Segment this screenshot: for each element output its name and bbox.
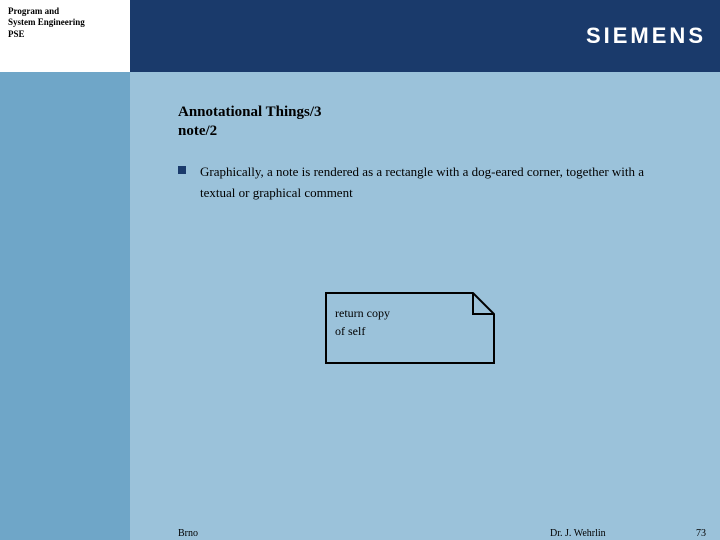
note-line: return copy (335, 304, 390, 322)
note-content: return copy of self (335, 304, 390, 340)
org-line: PSE (8, 29, 122, 40)
org-line: System Engineering (8, 17, 122, 28)
header-right: SIEMENS (130, 0, 720, 72)
footer-location: Brno (178, 528, 198, 539)
bullet-text: Graphically, a note is rendered as a rec… (200, 162, 660, 204)
content-area: Annotational Things/3 note/2 Graphically… (130, 72, 720, 540)
header: Program and System Engineering PSE SIEME… (0, 0, 720, 72)
org-line: Program and (8, 6, 122, 17)
footer-author: Dr. J. Wehrlin (550, 528, 606, 539)
uml-note-figure: return copy of self (325, 292, 495, 364)
note-line: of self (335, 322, 390, 340)
slide-body: Annotational Things/3 note/2 Graphically… (0, 72, 720, 540)
bullet-item: Graphically, a note is rendered as a rec… (178, 162, 696, 204)
siemens-logo: SIEMENS (586, 23, 706, 49)
slide-title-line2: note/2 (178, 123, 696, 140)
slide-title-line1: Annotational Things/3 (178, 104, 696, 121)
page-number: 73 (696, 528, 706, 539)
slide: Program and System Engineering PSE SIEME… (0, 0, 720, 540)
square-bullet-icon (178, 166, 186, 174)
org-block: Program and System Engineering PSE (0, 0, 130, 72)
title-block: Annotational Things/3 note/2 (178, 104, 696, 140)
left-stripe (0, 72, 130, 540)
